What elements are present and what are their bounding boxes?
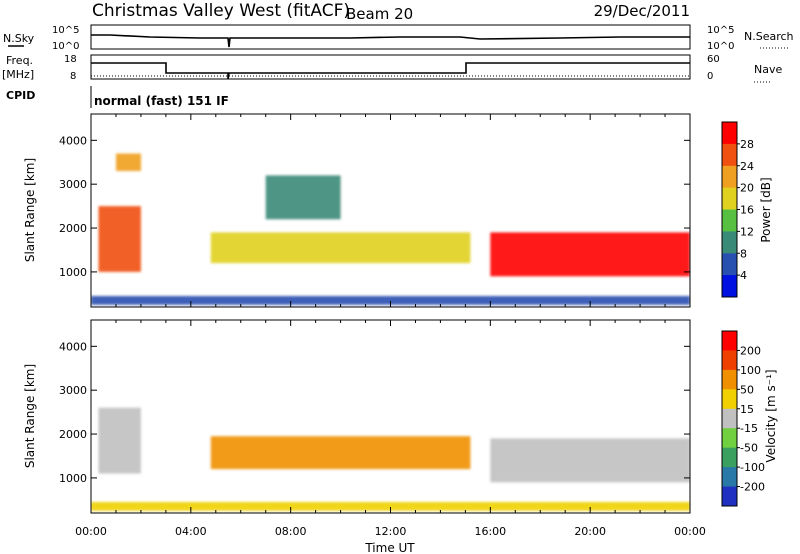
- colorbar-swatch: [722, 428, 737, 449]
- colorbar-tick-label: -100: [740, 461, 765, 474]
- y-tick-label: 4000: [59, 340, 87, 353]
- colorbar-swatch: [722, 209, 737, 232]
- beam-label: Beam 20: [346, 5, 413, 23]
- colorbar-tick-label: -15: [740, 422, 758, 435]
- band-1: [116, 153, 141, 171]
- nave-tick-lo: 0: [707, 71, 713, 82]
- cpid-label: CPID: [6, 89, 35, 102]
- nsky-tick-lo-right: 10^0: [707, 41, 734, 52]
- colorbar-swatch: [722, 187, 737, 210]
- x-tick-label: 08:00: [275, 525, 307, 538]
- power-panel: 1000 2000 3000 4000 Slant Range [km]: [23, 113, 691, 308]
- velocity-panel: 1000 2000 3000 4000 00:00 04:00 08:00 12:00 16:…: [23, 319, 706, 554]
- colorbar-tick-label: 28: [740, 138, 754, 151]
- x-tick-label: 04:00: [175, 525, 207, 538]
- band-2: [210, 232, 471, 264]
- power-colorbar-label: Power [dB]: [759, 177, 773, 242]
- colorbar-tick-label: 15: [740, 403, 754, 416]
- colorbar-swatch: [722, 253, 737, 276]
- band-2: [490, 438, 690, 483]
- colorbar-swatch: [722, 165, 737, 189]
- colorbar-swatch: [722, 408, 737, 429]
- band-5: [265, 175, 341, 220]
- y-tick-label: 1000: [59, 472, 87, 485]
- band-3: [490, 232, 690, 277]
- colorbar-tick-label: 24: [740, 160, 754, 173]
- colorbar-swatch: [722, 369, 737, 390]
- band-0: [98, 206, 141, 272]
- freq-tick-hi: 18: [64, 54, 77, 65]
- colorbar-tick-label: -200: [740, 481, 765, 494]
- colorbar-tick-label: 100: [740, 364, 761, 377]
- velocity-colorbar-label: Velocity [m s⁻¹]: [764, 369, 778, 462]
- colorbar-tick-label: 200: [740, 344, 761, 357]
- power-colorbar: 28 24 20 16 12 8 4: [721, 121, 754, 298]
- colorbar-swatch: [722, 122, 737, 145]
- x-tick-label: 12:00: [375, 525, 407, 538]
- y-tick-label: 3000: [59, 384, 87, 397]
- y-tick-label: 2000: [59, 222, 87, 235]
- colorbar-swatch: [722, 447, 737, 468]
- nsky-label: N.Sky: [3, 32, 35, 45]
- velocity-y-ticks: 1000 2000 3000 4000: [59, 340, 690, 485]
- colorbar-tick-label: 12: [740, 225, 754, 238]
- velocity-bands: [91, 407, 690, 511]
- colorbar-tick-label: 50: [740, 383, 754, 396]
- colorbar-swatch: [722, 143, 737, 167]
- power-y-ticks: 1000 2000 3000 4000: [59, 134, 690, 279]
- colorbar-swatch: [722, 275, 737, 298]
- freq-unit: [MHz]: [2, 68, 34, 81]
- x-tick-label: 20:00: [574, 525, 606, 538]
- power-bands: [91, 153, 690, 305]
- colorbar-swatch: [722, 389, 737, 410]
- freq-tick-lo: 8: [70, 71, 76, 82]
- y-tick-label: 1000: [59, 266, 87, 279]
- freq-trace: [91, 62, 690, 80]
- colorbar-swatch: [722, 350, 737, 371]
- freq-strip-frame: [90, 54, 691, 80]
- x-tick-label: 00:00: [674, 525, 706, 538]
- nave-label: Nave: [754, 63, 782, 76]
- y-tick-label: 4000: [59, 134, 87, 147]
- nsky-trace: [91, 34, 690, 48]
- band-4: [91, 296, 690, 305]
- nave-tick-hi: 60: [707, 54, 720, 65]
- nsky-tick-hi: 10^5: [52, 25, 79, 36]
- y-tick-label: 2000: [59, 428, 87, 441]
- nsky-tick-lo: 10^0: [52, 41, 79, 52]
- time-axis-ticks: 00:00 04:00 08:00 12:00 16:00 20:00 00:00: [75, 320, 706, 538]
- x-tick-label: 16:00: [474, 525, 506, 538]
- colorbar-tick-label: -50: [740, 442, 758, 455]
- colorbar-swatch: [722, 331, 737, 351]
- freq-label: Freq.: [6, 54, 33, 67]
- cpid-text: normal (fast) 151 IF: [94, 94, 229, 108]
- band-1: [210, 436, 471, 470]
- colorbar-swatch: [722, 467, 737, 487]
- colorbar-tick-label: 20: [740, 182, 754, 195]
- nsky-tick-hi-right: 10^5: [707, 25, 734, 36]
- colorbar-tick-label: 16: [740, 204, 754, 217]
- colorbar-tick-label: 8: [740, 247, 747, 260]
- nsearch-label: N.Search: [744, 30, 794, 43]
- colorbar-swatch: [722, 231, 737, 254]
- band-0: [98, 407, 141, 474]
- colorbar-swatch: [722, 486, 737, 507]
- band-3: [91, 502, 690, 511]
- power-ylabel: Slant Range [km]: [23, 158, 37, 262]
- velocity-colorbar: 200 100 50 15 -15 -50 -100 -200: [721, 330, 765, 507]
- time-axis-label: Time UT: [364, 541, 415, 554]
- x-tick-label: 00:00: [75, 525, 107, 538]
- y-tick-label: 3000: [59, 178, 87, 191]
- velocity-ylabel: Slant Range [km]: [23, 364, 37, 468]
- station-title: Christmas Valley West (fitACF): [92, 1, 350, 21]
- colorbar-tick-label: 4: [740, 269, 747, 282]
- date-label: 29/Dec/2011: [594, 2, 690, 20]
